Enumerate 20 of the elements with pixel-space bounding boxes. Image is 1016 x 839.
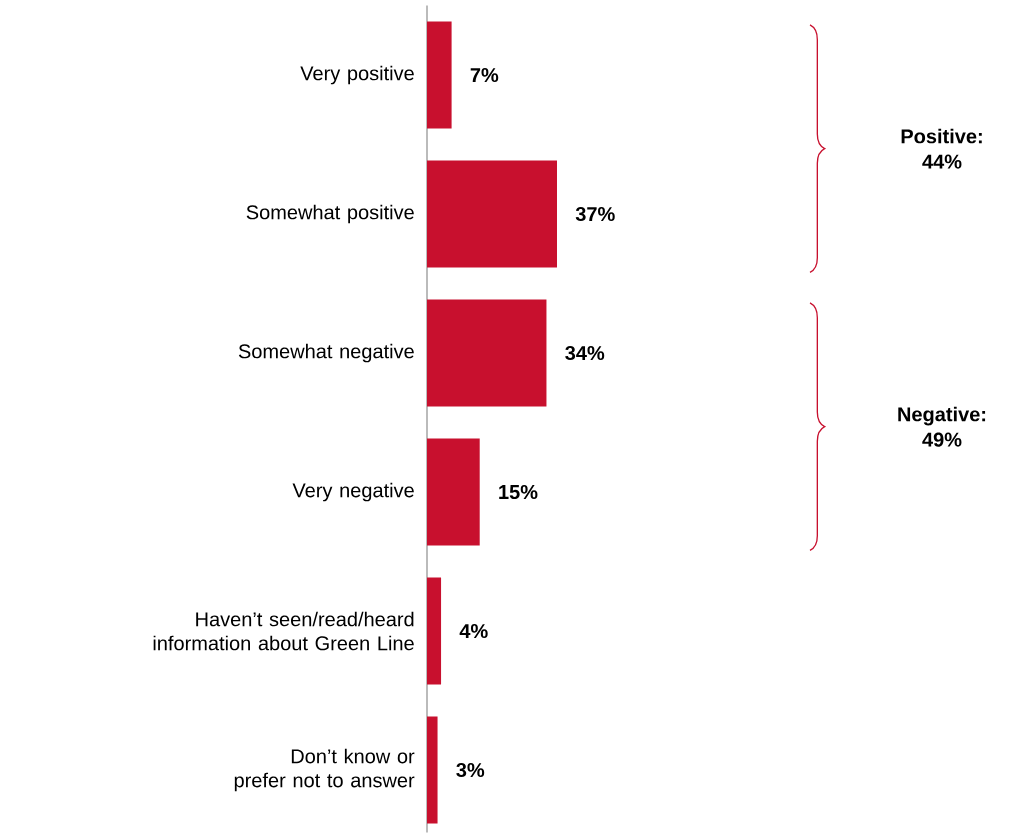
bar	[427, 577, 442, 685]
data-label: 37%	[575, 206, 615, 222]
y-tick-label: Very negative	[292, 482, 414, 502]
bar	[427, 160, 557, 268]
y-tick-label: Very positive	[300, 65, 414, 85]
data-label: 7%	[470, 67, 499, 83]
text: Positive: 44%	[901, 128, 982, 169]
y-tick-label: Don’t know or prefer not to answer	[234, 748, 415, 792]
data-label: 15%	[499, 484, 538, 500]
y-tick-label: Somewhat positive	[246, 204, 414, 224]
data-label: 34%	[565, 345, 605, 361]
data-label: 4%	[459, 623, 488, 639]
bar	[427, 299, 547, 407]
data-label: 3%	[456, 762, 485, 778]
bar	[427, 21, 452, 129]
text: Negative: 49%	[898, 406, 986, 447]
bar	[427, 716, 438, 824]
y-tick-label: Somewhat negative	[238, 343, 414, 363]
y-tick-label: Haven’t seen/read/heard information about Green Line	[153, 611, 414, 651]
bar	[427, 438, 480, 546]
